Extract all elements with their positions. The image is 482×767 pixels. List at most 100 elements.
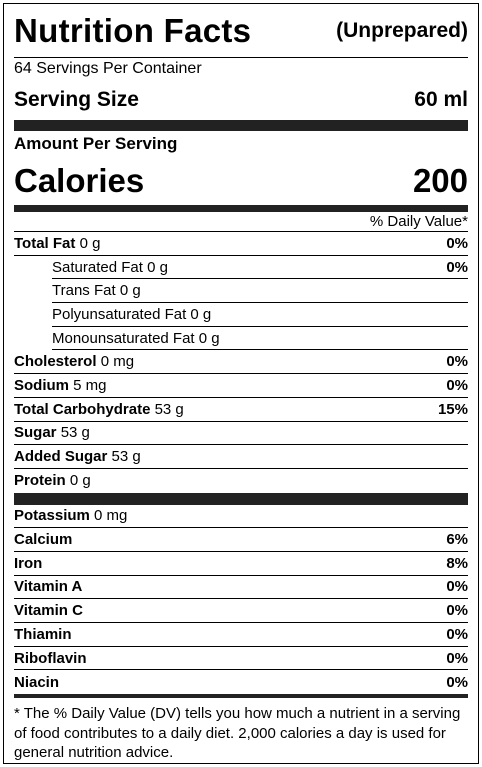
nutrient-amount: 0 g	[69, 472, 91, 490]
title: Nutrition Facts	[14, 11, 252, 49]
nutrient-row: Protein 0 g	[14, 469, 468, 493]
serving-size: Serving Size 60 ml	[14, 80, 468, 120]
daily-value: 0%	[446, 376, 468, 394]
nutrient: Sugar 53 g	[14, 424, 90, 441]
nutrient: Polyunsaturated Fat 0 g	[52, 306, 211, 323]
nutrient-row: Vitamin C 0%	[14, 599, 468, 623]
nutrient-row: Total Fat 0 g 0%	[14, 232, 468, 256]
daily-value: 0%	[446, 625, 468, 643]
nutrient-name: Sugar	[14, 424, 57, 442]
nutrient-amount: 53 g	[111, 448, 141, 466]
nutrient-amount: 0 g	[147, 258, 168, 276]
label-content: Nutrition Facts (Unprepared) 64 Servings…	[14, 4, 468, 763]
nutrient-row: Sodium 5 mg 0%	[14, 374, 468, 398]
nutrient-row: Calcium 6%	[14, 528, 468, 552]
nutrient-name: Sodium	[14, 376, 69, 394]
nutrient-amount: 53 g	[154, 400, 184, 418]
nutrient-row: Total Carbohydrate 53 g 15%	[14, 398, 468, 422]
nutrient-name: Riboflavin	[14, 649, 87, 667]
daily-value: 0%	[446, 234, 468, 252]
vitamin-list: Potassium 0 mg Calcium 6% Iron 8% Vitamin A 0%…	[14, 505, 468, 695]
daily-value: 0%	[446, 353, 468, 371]
nutrient-row: Added Sugar 53 g	[14, 445, 468, 469]
nutrient: Cholesterol 0 mg	[14, 353, 134, 370]
nutrient-row: Polyunsaturated Fat 0 g	[52, 303, 468, 327]
nutrient-row: Potassium 0 mg	[14, 505, 468, 529]
nutrient: Niacin	[14, 674, 59, 691]
nutrient-name: Saturated Fat	[52, 258, 143, 276]
daily-value: 6%	[446, 531, 468, 549]
nutrient-row: Niacin 0%	[14, 670, 468, 694]
divider	[14, 205, 468, 212]
nutrient-name: Thiamin	[14, 625, 72, 643]
daily-value: 0%	[446, 258, 468, 276]
servings-text: 64 Servings Per Container	[14, 60, 202, 77]
daily-value: 15%	[437, 400, 468, 418]
nutrient: Protein 0 g	[14, 472, 91, 489]
nutrient: Iron	[14, 555, 42, 572]
nutrient-row: Iron 8%	[14, 552, 468, 576]
nutrient-name: Polyunsaturated Fat	[52, 305, 187, 323]
nutrient-amount: 0 mg	[100, 353, 135, 371]
nutrient: Saturated Fat 0 g	[52, 259, 168, 276]
nutrient-amount: 0 g	[119, 282, 141, 300]
daily-value: 0%	[446, 649, 468, 667]
nutrient-row: Sugar 53 g	[14, 422, 468, 446]
nutrient-amount: 0 g	[79, 234, 101, 252]
divider	[14, 492, 468, 505]
nutrient-row: Cholesterol 0 mg 0%	[14, 350, 468, 375]
nutrient-name: Added Sugar	[14, 448, 108, 466]
dv-header: % Daily Value*	[14, 212, 468, 232]
nutrient-name: Calcium	[14, 531, 73, 549]
daily-value: 8%	[446, 554, 468, 572]
nutrient-name: Protein	[14, 472, 66, 490]
nutrition-label: Nutrition Facts (Unprepared) 64 Servings…	[3, 3, 479, 764]
amount-label: Amount Per Serving	[14, 133, 178, 153]
nutrient-row: Thiamin 0%	[14, 623, 468, 647]
daily-value: 0%	[446, 602, 468, 620]
daily-value: 0%	[446, 578, 468, 596]
nutrient-name: Monounsaturated Fat	[52, 329, 195, 347]
calories-row: Calories 200	[14, 156, 468, 205]
nutrient-name: Potassium	[14, 507, 90, 525]
calories-label: Calories	[14, 161, 145, 199]
nutrient-row: Trans Fat 0 g	[52, 279, 468, 304]
nutrient-amount: 0 mg	[94, 507, 128, 525]
nutrient-name: Trans Fat	[52, 282, 116, 300]
nutrient: Potassium 0 mg	[14, 507, 127, 524]
nutrient: Added Sugar 53 g	[14, 448, 141, 465]
nutrient-name: Total Carbohydrate	[14, 400, 151, 418]
amount-row: Amount Per Serving	[14, 131, 468, 156]
title-row: Nutrition Facts (Unprepared)	[14, 4, 468, 58]
nutrient-row: Saturated Fat 0 g 0%	[52, 256, 468, 280]
nutrient-name: Vitamin C	[14, 602, 83, 620]
divider	[14, 120, 468, 131]
divider	[14, 694, 468, 699]
nutrient: Trans Fat 0 g	[52, 282, 141, 299]
dv-header-text: % Daily Value*	[369, 213, 468, 230]
nutrient-amount: 0 g	[198, 329, 220, 347]
nutrient: Total Carbohydrate 53 g	[14, 401, 184, 418]
nutrient-list: Total Fat 0 g 0% Saturated Fat 0 g 0% Trans …	[14, 232, 468, 493]
nutrient-row: Vitamin A 0%	[14, 576, 468, 600]
footnote: * The % Daily Value (DV) tells you how m…	[14, 705, 461, 762]
nutrient: Vitamin C	[14, 602, 83, 619]
subtitle: (Unprepared)	[336, 18, 468, 42]
nutrient-row: Riboflavin 0%	[14, 647, 468, 671]
nutrient-name: Niacin	[14, 673, 60, 691]
nutrient-name: Vitamin A	[14, 578, 83, 596]
nutrient: Monounsaturated Fat 0 g	[52, 330, 220, 347]
nutrient: Riboflavin	[14, 650, 87, 667]
nutrient: Calcium	[14, 531, 72, 548]
nutrient: Thiamin	[14, 626, 72, 643]
nutrient-amount: 5 mg	[73, 376, 107, 394]
daily-value: 0%	[446, 673, 468, 691]
serving-size-value: 60 ml	[414, 88, 468, 111]
nutrient-amount: 0 g	[190, 305, 212, 323]
nutrient: Vitamin A	[14, 578, 82, 595]
nutrient-row: Monounsaturated Fat 0 g	[52, 327, 468, 351]
nutrient-name: Iron	[14, 554, 43, 572]
calories-value: 200	[412, 161, 468, 199]
nutrient: Sodium 5 mg	[14, 377, 107, 394]
